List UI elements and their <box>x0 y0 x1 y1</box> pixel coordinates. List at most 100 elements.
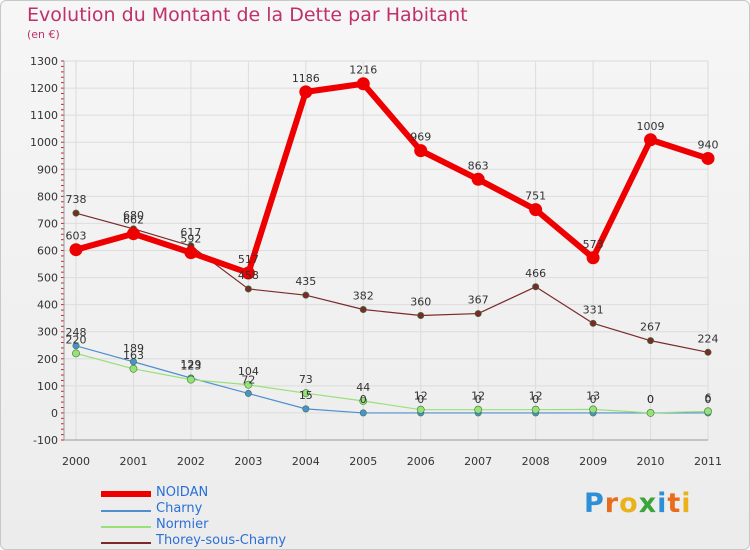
y-tick-label: 800 <box>37 190 58 203</box>
data-point-charny <box>72 342 80 350</box>
x-tick-label: 2006 <box>407 455 435 468</box>
y-tick-label: 1300 <box>30 55 58 68</box>
data-point-thorey-sous-charny <box>589 319 597 327</box>
legend-item: Thorey-sous-Charny <box>101 533 341 549</box>
data-label-noidan: 662 <box>123 214 144 227</box>
series-line-normier <box>75 352 709 414</box>
data-point-normier <box>187 375 195 384</box>
data-point-normier <box>129 364 138 373</box>
data-label-charny: 15 <box>299 389 313 402</box>
data-label-thorey-sous-charny: 435 <box>295 275 316 288</box>
data-point-noidan <box>356 77 370 91</box>
data-label-charny: 0 <box>705 393 712 406</box>
data-point-thorey-sous-charny <box>417 311 425 319</box>
logo-letter: x <box>638 488 658 519</box>
data-label-noidan: 1009 <box>637 120 665 133</box>
data-label-charny: 0 <box>417 393 424 406</box>
y-tick-label: 1000 <box>30 136 58 149</box>
x-tick-label: 2002 <box>177 455 205 468</box>
legend-label: NOIDAN <box>156 485 209 500</box>
x-tick-label: 2010 <box>637 455 665 468</box>
y-tick-label: 1200 <box>30 82 58 95</box>
data-point-normier <box>72 349 80 358</box>
chart-unit: (en €) <box>27 28 60 41</box>
x-tick-label: 2009 <box>579 455 607 468</box>
series-line-noidan <box>75 80 709 276</box>
data-point-noidan <box>414 144 428 158</box>
logo-letter: r <box>604 488 620 519</box>
data-label-thorey-sous-charny: 267 <box>640 321 661 334</box>
data-point-thorey-sous-charny <box>532 283 540 291</box>
data-label-noidan: 603 <box>66 230 87 243</box>
legend-label: Normier <box>156 517 209 532</box>
legend-swatch <box>101 526 151 528</box>
data-label-noidan: 1216 <box>349 64 377 77</box>
data-label-thorey-sous-charny: 367 <box>468 294 489 307</box>
data-point-thorey-sous-charny <box>359 306 367 314</box>
x-tick-label: 2000 <box>62 455 90 468</box>
data-point-normier <box>301 389 310 398</box>
data-point-thorey-sous-charny <box>244 285 252 293</box>
data-label-normier: 12 <box>471 390 485 403</box>
data-label-noidan: 751 <box>525 190 546 203</box>
x-tick-label: 2007 <box>464 455 492 468</box>
chart-title: Evolution du Montant de la Dette par Hab… <box>27 4 468 26</box>
y-tick-label: 600 <box>37 245 58 258</box>
data-label-thorey-sous-charny: 331 <box>583 303 604 316</box>
data-point-noidan <box>69 243 83 257</box>
data-label-normier: 12 <box>529 390 543 403</box>
data-point-noidan <box>644 133 658 147</box>
data-label-thorey-sous-charny: 458 <box>238 269 259 282</box>
y-tick-label: 200 <box>37 353 58 366</box>
data-label-thorey-sous-charny: 224 <box>698 332 719 345</box>
x-tick-label: 2008 <box>522 455 550 468</box>
data-label-charny: 0 <box>360 393 367 406</box>
data-label-normier: 6 <box>705 391 712 404</box>
data-label-noidan: 592 <box>180 233 201 246</box>
series-line-charny <box>75 345 708 414</box>
data-label-charny: 0 <box>647 393 654 406</box>
data-label-noidan: 863 <box>468 159 489 172</box>
data-point-noidan <box>529 203 543 217</box>
x-tick-label: 2011 <box>694 455 722 468</box>
y-tick-label: 400 <box>37 299 58 312</box>
data-label-charny: 189 <box>123 342 144 355</box>
x-tick-label: 2003 <box>234 455 262 468</box>
data-point-normier <box>244 380 253 389</box>
data-label-charny: 0 <box>590 393 597 406</box>
data-label-normier: 104 <box>238 365 259 378</box>
data-point-normier <box>359 397 368 405</box>
legend-swatch <box>101 491 151 497</box>
data-label-noidan: 940 <box>698 138 719 151</box>
data-point-charny <box>359 409 367 417</box>
data-label-thorey-sous-charny: 617 <box>180 226 201 239</box>
data-label-charny: 248 <box>66 326 87 339</box>
data-label-noidan: 517 <box>238 253 259 266</box>
data-label-normier: 220 <box>66 333 87 346</box>
data-label-thorey-sous-charny: 382 <box>353 290 374 303</box>
data-point-thorey-sous-charny <box>704 348 712 356</box>
data-label-normier: 123 <box>180 360 201 373</box>
proxiti-logo: Proxiti <box>584 488 692 519</box>
data-label-normier: 12 <box>414 390 428 403</box>
y-tick-label: 300 <box>37 326 58 339</box>
data-label-noidan: 969 <box>410 131 431 144</box>
x-tick-label: 2004 <box>292 455 320 468</box>
data-point-charny <box>302 405 310 413</box>
x-tick-label: 2005 <box>349 455 377 468</box>
data-point-thorey-sous-charny <box>647 337 655 345</box>
logo-letter: i <box>681 488 692 519</box>
data-label-charny: 0 <box>475 393 482 406</box>
data-point-noidan <box>471 172 485 186</box>
x-tick-label: 2001 <box>119 455 147 468</box>
data-label-thorey-sous-charny: 680 <box>123 209 144 222</box>
logo-letter: t <box>667 488 682 519</box>
data-label-normier: 163 <box>123 349 144 362</box>
data-label-charny: 72 <box>241 373 255 386</box>
data-point-noidan <box>701 151 715 165</box>
y-tick-label: 900 <box>37 163 58 176</box>
data-label-thorey-sous-charny: 466 <box>525 267 546 280</box>
legend: NOIDAN Charny Normier Thorey-sous-Charny <box>101 485 341 549</box>
